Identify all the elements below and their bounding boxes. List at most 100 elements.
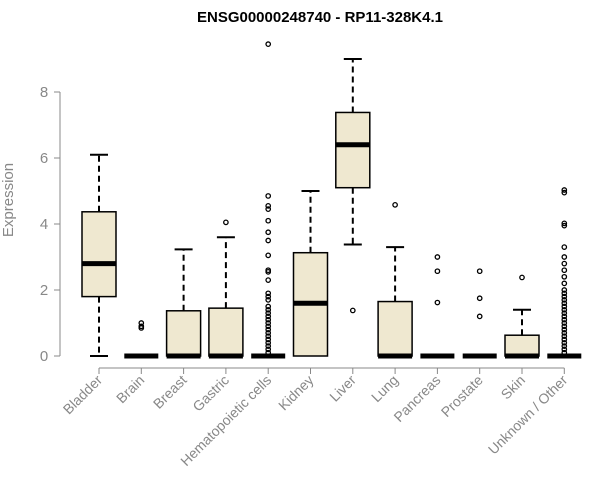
outlier-point xyxy=(561,297,568,303)
outlier-point xyxy=(561,316,568,323)
outlier-point xyxy=(265,203,272,209)
outlier-point xyxy=(434,254,441,260)
outlier-point xyxy=(265,339,272,346)
y-axis: 0 2 4 6 8 xyxy=(40,84,61,365)
outlier-point xyxy=(561,346,568,353)
outlier-point xyxy=(265,306,272,313)
box-brain xyxy=(124,320,159,359)
outlier-point xyxy=(349,307,356,314)
y-tick-label: 2 xyxy=(40,282,48,299)
outlier-point xyxy=(561,310,568,316)
outlier-point xyxy=(561,222,568,229)
box-lung xyxy=(377,202,413,359)
outlier-point xyxy=(265,323,272,330)
x-tick-label: Bladder xyxy=(60,372,106,418)
outlier-point xyxy=(265,277,272,283)
outlier-point xyxy=(561,339,568,346)
outlier-point xyxy=(561,349,568,356)
outlier-point xyxy=(561,189,568,196)
y-tick-label: 8 xyxy=(40,84,48,101)
outlier-point xyxy=(561,313,568,320)
outlier-point xyxy=(561,336,568,343)
box-body xyxy=(377,300,413,357)
box-hematopoietic-cells xyxy=(251,41,286,359)
outlier-point xyxy=(265,193,272,199)
outlier-point xyxy=(265,217,272,224)
outlier-point xyxy=(434,299,441,306)
outlier-point xyxy=(265,293,272,300)
outlier-point xyxy=(265,297,272,303)
outlier-point xyxy=(561,244,568,250)
outlier-point xyxy=(561,260,568,267)
outlier-point xyxy=(265,206,272,212)
box-skin xyxy=(504,274,540,359)
x-tick-label: Unknown / Other xyxy=(485,372,571,458)
box-liver xyxy=(335,58,371,314)
box-body xyxy=(165,310,202,357)
outlier-point xyxy=(265,330,272,336)
outlier-point xyxy=(561,187,568,193)
box-body xyxy=(81,211,117,298)
y-axis-label: Expression xyxy=(0,163,17,237)
outlier-point xyxy=(561,290,568,297)
outlier-point xyxy=(265,267,272,274)
outlier-point xyxy=(265,229,272,236)
outlier-point xyxy=(561,287,568,293)
outlier-point xyxy=(265,252,272,259)
outlier-point xyxy=(561,254,568,260)
outlier-point xyxy=(265,349,272,356)
outlier-point xyxy=(223,219,229,226)
y-tick-label: 4 xyxy=(40,216,48,233)
x-tick-label: Lung xyxy=(368,372,401,405)
outlier-point xyxy=(561,343,568,349)
outlier-point xyxy=(265,333,272,340)
outlier-point xyxy=(561,306,568,313)
outlier-point xyxy=(476,295,483,302)
box-body xyxy=(335,111,371,189)
box-pancreas xyxy=(420,254,455,359)
box-unknown-other xyxy=(547,187,582,359)
outlier-point xyxy=(561,293,568,300)
outlier-point xyxy=(265,326,272,333)
outlier-point xyxy=(561,273,568,280)
x-tick-label: Liver xyxy=(326,372,359,405)
outlier-point xyxy=(265,320,272,326)
y-tick-label: 6 xyxy=(40,150,48,167)
outlier-point xyxy=(265,346,272,353)
x-tick-label: Skin xyxy=(498,372,529,403)
outlier-point xyxy=(519,274,525,281)
box-prostate xyxy=(462,268,497,359)
y-tick-label: 0 xyxy=(40,348,48,365)
outlier-point xyxy=(561,330,568,336)
box-bladder xyxy=(81,153,117,357)
outlier-point xyxy=(265,237,272,244)
outlier-point xyxy=(265,310,272,316)
outlier-point xyxy=(561,323,568,330)
outlier-point xyxy=(265,303,272,310)
outlier-point xyxy=(476,268,483,275)
outlier-point xyxy=(138,320,145,326)
outlier-point xyxy=(392,202,398,208)
outlier-point xyxy=(476,313,483,320)
box-breast xyxy=(165,248,202,359)
outlier-point xyxy=(434,268,441,275)
outlier-point xyxy=(561,326,568,333)
x-tick-label: Prostate xyxy=(438,372,486,420)
outlier-point xyxy=(265,316,272,323)
boxes xyxy=(81,41,582,359)
outlier-point xyxy=(138,323,145,330)
outlier-point xyxy=(265,313,272,320)
chart-title: ENSG00000248740 - RP11-328K4.1 xyxy=(197,9,443,26)
outlier-point xyxy=(265,343,272,349)
box-kidney xyxy=(292,190,329,357)
outlier-point xyxy=(561,303,568,310)
outlier-point xyxy=(561,280,568,287)
outlier-point xyxy=(265,41,272,48)
outlier-point xyxy=(265,290,272,297)
box-body xyxy=(208,307,244,357)
outlier-point xyxy=(561,267,568,274)
x-tick-label: Pancreas xyxy=(390,372,443,425)
outlier-point xyxy=(561,220,568,227)
outlier-point xyxy=(561,300,568,307)
